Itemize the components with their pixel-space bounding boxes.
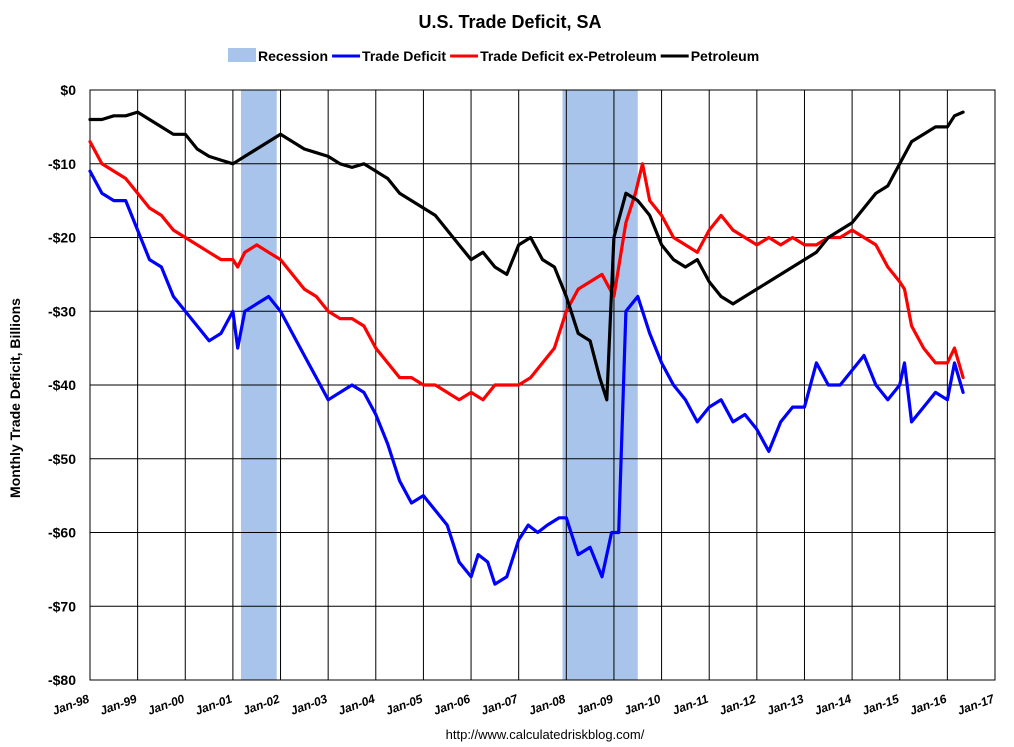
y-tick-label: -$10: [48, 156, 76, 172]
y-tick-label: -$50: [48, 451, 76, 467]
series-line-trade-deficit: [88, 169, 965, 586]
legend-label-trade-deficit: Trade Deficit: [362, 48, 446, 64]
y-axis: $0 -$10 -$20 -$30 -$40 -$50 -$60 -$70 -$80: [48, 82, 76, 688]
legend-swatch-recession: [228, 48, 256, 62]
chart-title: U.S. Trade Deficit, SA: [418, 12, 601, 32]
y-tick-label: -$70: [48, 598, 76, 614]
legend-label-trade-deficit-ex-petroleum: Trade Deficit ex-Petroleum: [480, 48, 657, 64]
y-tick-label: -$30: [48, 303, 76, 319]
y-tick-label: -$40: [48, 377, 76, 393]
series-line-petroleum: [88, 110, 965, 402]
y-axis-label: Monthly Trade Deficit, Billions: [7, 298, 23, 498]
source-url: http://www.calculatedriskblog.com/: [446, 727, 645, 742]
y-tick-label: -$80: [48, 672, 76, 688]
legend-label-petroleum: Petroleum: [691, 48, 759, 64]
series-lines: [88, 110, 965, 586]
y-tick-label: -$20: [48, 230, 76, 246]
legend-label-recession: Recession: [258, 48, 328, 64]
plot-area: [88, 89, 996, 681]
y-tick-label: -$60: [48, 525, 76, 541]
plot-frame: [89, 89, 996, 681]
legend: Recession Trade Deficit Trade Deficit ex-P…: [228, 48, 759, 64]
y-tick-label: $0: [60, 82, 76, 98]
